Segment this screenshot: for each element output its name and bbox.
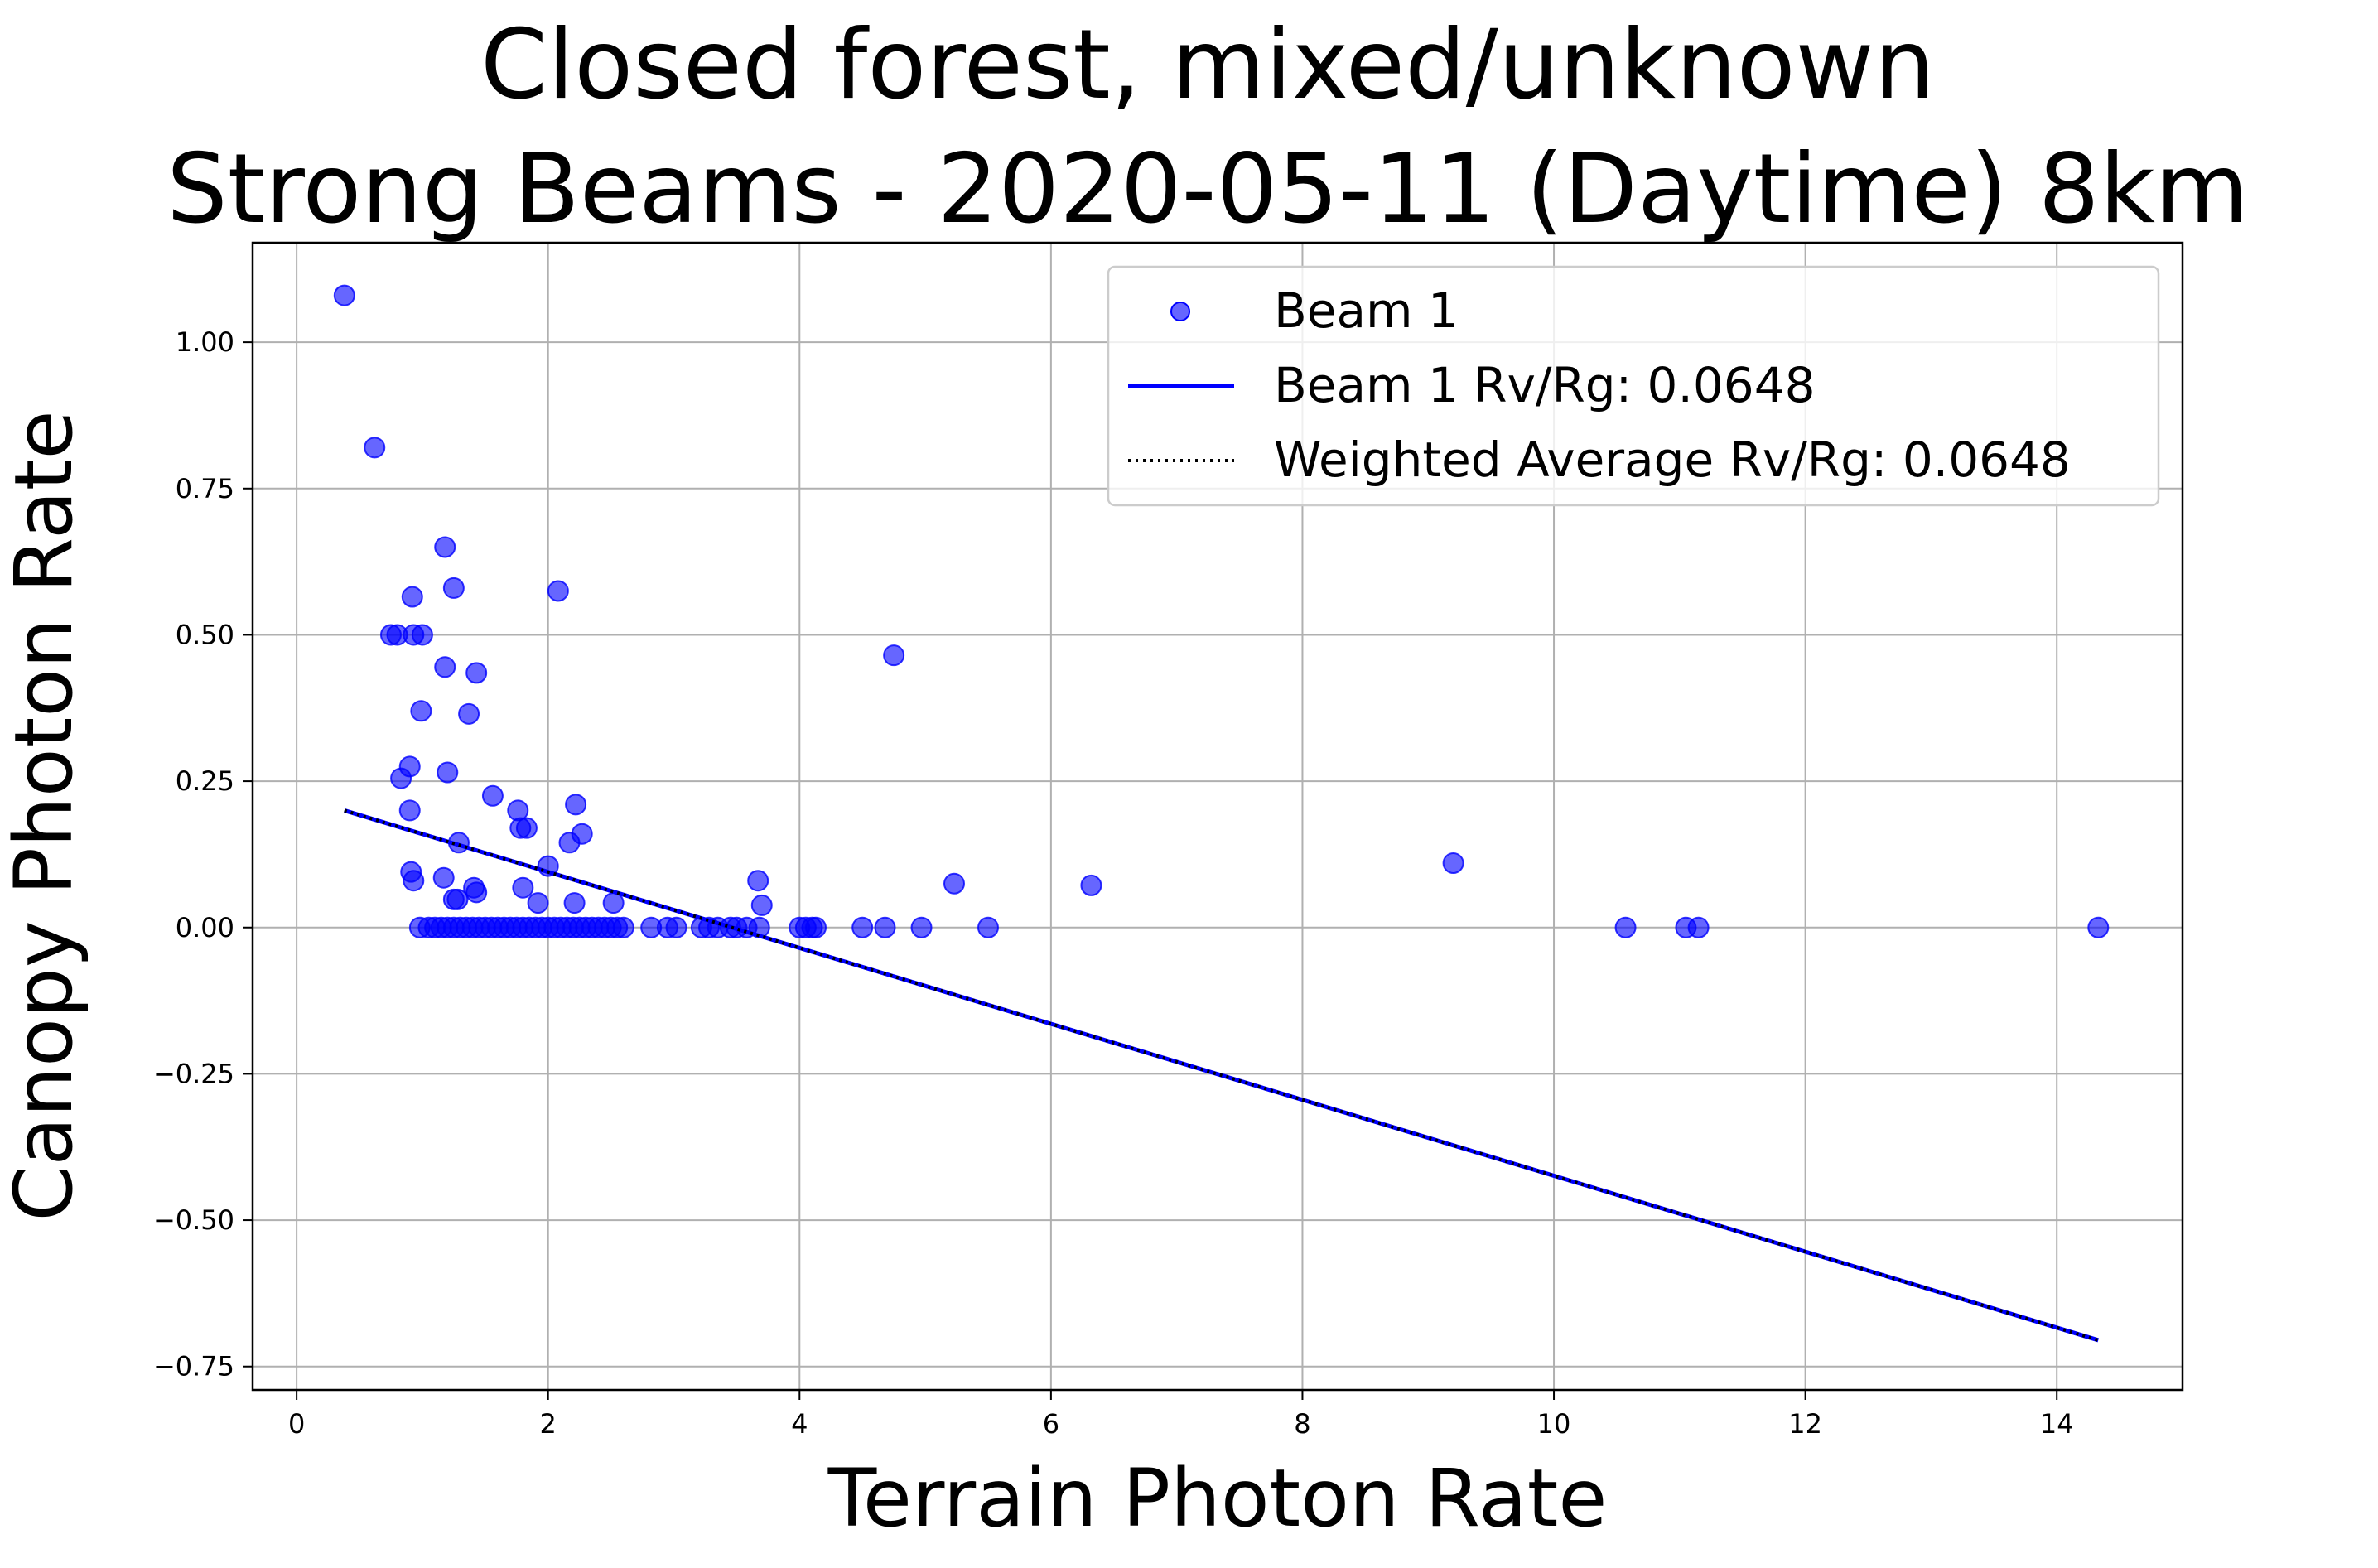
y-tick-label: 1.00 — [176, 326, 234, 358]
scatter-point — [398, 799, 421, 822]
scatter-point — [442, 577, 465, 599]
scatter-point — [1442, 852, 1464, 875]
scatter-point — [747, 870, 769, 892]
scatter-point — [2087, 916, 2110, 938]
scatter-point — [437, 761, 459, 784]
scatter-point — [465, 881, 488, 904]
legend-box — [1107, 265, 2160, 507]
scatter-point — [434, 656, 456, 678]
scatter-point — [874, 916, 896, 938]
scatter-point — [465, 662, 488, 684]
y-tick-label: 0.75 — [176, 473, 234, 504]
scatter-point — [805, 916, 827, 938]
y-tick-label: 0.25 — [176, 765, 234, 797]
legend-label-beam-1: Beam 1 — [1274, 282, 1459, 339]
scatter-point — [333, 284, 355, 306]
scatter-point — [432, 866, 455, 889]
plot-area-frame — [251, 241, 2184, 1392]
y-tick-label: −0.50 — [153, 1204, 234, 1236]
scatter-point — [565, 794, 587, 816]
scatter-point — [750, 894, 773, 916]
x-tick-label: 2 — [540, 1408, 557, 1440]
scatter-point — [1687, 916, 1710, 938]
scatter-point — [558, 832, 581, 854]
scatter-point — [512, 876, 534, 899]
scatter-point — [665, 916, 687, 938]
chart-title-line-1: Closed forest, mixed/unknown — [480, 9, 1935, 121]
y-axis-label: Canopy Photon Rate — [0, 410, 90, 1221]
legend: Beam 1 Beam 1 Rv/Rg: 0.0648 Weighted Ave… — [1107, 265, 2160, 507]
y-tick-label: 0.00 — [176, 912, 234, 943]
x-tick-label: 10 — [1537, 1408, 1571, 1440]
legend-label-avg-line: Weighted Average Rv/Rg: 0.0648 — [1274, 432, 2071, 488]
y-tick-label: −0.25 — [153, 1058, 234, 1089]
scatter-point — [410, 700, 432, 722]
x-tick-label: 14 — [2040, 1408, 2074, 1440]
scatter-point — [446, 888, 469, 910]
scatter-point — [977, 916, 999, 938]
scatter-point — [527, 892, 549, 914]
weighted-average-line — [344, 808, 2099, 1342]
scatter-point — [943, 872, 965, 895]
x-axis-label: Terrain Photon Rate — [827, 1452, 1608, 1545]
scatter-point — [481, 784, 504, 807]
scatter-point — [883, 644, 905, 667]
x-axis-ticks: 0 2 4 6 8 10 12 14 — [288, 1390, 2074, 1440]
scatter-point — [390, 767, 412, 789]
scatter-point — [401, 586, 423, 608]
x-tick-label: 4 — [791, 1408, 808, 1440]
chart-title-line-2: Strong Beams - 2020-05-11 (Daytime) 8km — [166, 133, 2249, 245]
scatter-point — [364, 437, 386, 459]
scatter-point — [547, 580, 569, 602]
scatter-point — [1614, 916, 1637, 938]
y-tick-label: 0.50 — [176, 619, 234, 650]
x-tick-label: 12 — [1788, 1408, 1822, 1440]
scatter-point — [411, 624, 433, 646]
scatter-point — [403, 870, 425, 892]
scatter-point — [612, 916, 634, 938]
x-tick-label: 0 — [288, 1408, 305, 1440]
scatter-points — [333, 284, 2110, 938]
scatter-point — [434, 536, 456, 558]
scatter-point — [515, 817, 538, 839]
y-axis-ticks: −0.75 −0.50 −0.25 0.00 0.25 0.50 0.75 1.00 — [153, 326, 253, 1382]
fit-lines — [344, 808, 2100, 1343]
y-tick-label: −0.75 — [153, 1351, 234, 1382]
x-tick-label: 6 — [1043, 1408, 1059, 1440]
legend-label-fit-line: Beam 1 Rv/Rg: 0.0648 — [1274, 357, 1816, 413]
scatter-point — [1080, 874, 1102, 896]
legend-marker-beam-1 — [1170, 302, 1190, 321]
scatter-point — [563, 892, 586, 914]
scatter-point — [458, 702, 480, 725]
x-tick-label: 8 — [1294, 1408, 1310, 1440]
scatter-point — [851, 916, 874, 938]
scatter-point — [910, 916, 933, 938]
